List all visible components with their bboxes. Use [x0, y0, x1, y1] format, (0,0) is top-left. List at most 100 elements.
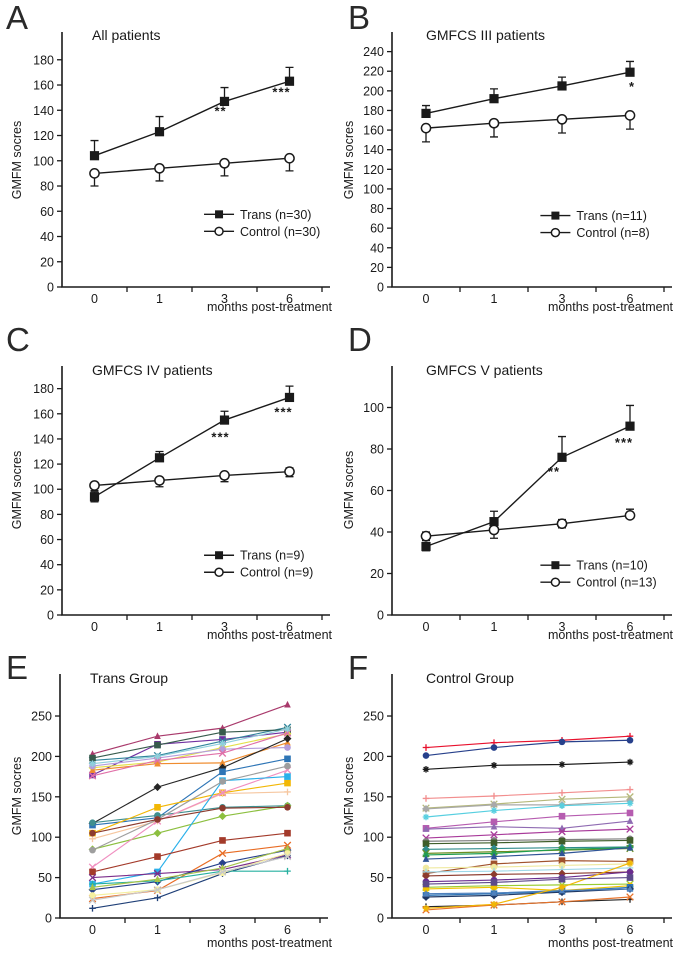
svg-text:3: 3: [221, 292, 228, 306]
svg-text:0: 0: [47, 281, 54, 295]
y-axis-label: GMFM socres: [10, 450, 24, 530]
svg-text:*: *: [629, 79, 635, 94]
svg-text:0: 0: [423, 620, 430, 634]
svg-text:180: 180: [33, 53, 54, 67]
svg-text:160: 160: [33, 407, 54, 421]
panel-title: GMFCS V patients: [426, 362, 543, 378]
panel-letter: C: [6, 321, 30, 358]
svg-text:***: ***: [615, 435, 633, 450]
svg-text:6: 6: [286, 292, 293, 306]
panel-c: 0 20 40 60 80 100 120 140 160 180 0 1 3 6 *** *** Trans …: [0, 321, 342, 650]
svg-text:**: **: [214, 103, 226, 118]
svg-text:140: 140: [33, 104, 54, 118]
svg-text:220: 220: [363, 65, 384, 79]
svg-text:1: 1: [154, 923, 161, 937]
svg-text:60: 60: [370, 484, 384, 498]
svg-text:20: 20: [40, 583, 54, 597]
svg-text:0: 0: [377, 609, 384, 623]
svg-text:50: 50: [370, 871, 384, 885]
panel-letter: F: [348, 649, 369, 686]
panel-title: GMFCS III patients: [426, 27, 546, 43]
svg-text:60: 60: [40, 205, 54, 219]
svg-text:200: 200: [363, 84, 384, 98]
svg-text:50: 50: [38, 871, 52, 885]
svg-text:200: 200: [31, 750, 52, 764]
svg-text:0: 0: [47, 609, 54, 623]
svg-text:***: ***: [274, 404, 292, 419]
x-axis-label: months post-treatment: [547, 628, 673, 642]
svg-text:6: 6: [627, 292, 634, 306]
svg-text:80: 80: [370, 443, 384, 457]
svg-text:180: 180: [33, 382, 54, 396]
svg-text:0: 0: [91, 620, 98, 634]
svg-text:**: **: [548, 464, 560, 479]
svg-text:0: 0: [45, 912, 52, 926]
svg-text:100: 100: [363, 831, 384, 845]
svg-text:40: 40: [370, 241, 384, 255]
svg-text:0: 0: [377, 912, 384, 926]
svg-text:120: 120: [33, 458, 54, 472]
svg-text:20: 20: [370, 567, 384, 581]
y-axis-label: GMFM socres: [10, 756, 24, 836]
svg-text:1: 1: [156, 620, 163, 634]
svg-text:6: 6: [284, 923, 291, 937]
svg-text:6: 6: [286, 620, 293, 634]
panel-title: Trans Group: [90, 670, 169, 686]
panel-e: 0 50 100 150 200 250 0 1 3 6 E Trans Group GMFM s…: [0, 649, 342, 964]
svg-text:***: ***: [272, 84, 290, 99]
panel-letter: E: [6, 649, 29, 686]
svg-text:6: 6: [627, 620, 634, 634]
y-axis-label: GMFM socres: [342, 450, 356, 530]
svg-text:40: 40: [40, 230, 54, 244]
svg-text:200: 200: [363, 750, 384, 764]
svg-text:1: 1: [491, 620, 498, 634]
svg-text:150: 150: [363, 790, 384, 804]
svg-text:Trans (n=10): Trans (n=10): [576, 559, 647, 573]
panel-a: 0 20 40 60 80 100 120 140 160 180 0 1 3 6 ** *** Trans (…: [0, 0, 342, 322]
svg-text:1: 1: [491, 292, 498, 306]
x-axis-label: months post-treatment: [206, 936, 332, 950]
svg-text:60: 60: [370, 222, 384, 236]
svg-text:1: 1: [156, 292, 163, 306]
svg-text:0: 0: [91, 292, 98, 306]
svg-text:Control (n=30): Control (n=30): [240, 225, 320, 239]
svg-text:Trans (n=11): Trans (n=11): [576, 209, 647, 223]
svg-text:Trans (n=30): Trans (n=30): [240, 208, 311, 222]
svg-text:100: 100: [363, 401, 384, 415]
svg-text:Trans (n=9): Trans (n=9): [240, 549, 304, 563]
svg-text:250: 250: [363, 710, 384, 724]
y-axis-label: GMFM socres: [342, 756, 356, 836]
panel-letter: A: [6, 0, 29, 36]
svg-text:160: 160: [363, 124, 384, 138]
svg-text:3: 3: [559, 620, 566, 634]
svg-text:60: 60: [40, 533, 54, 547]
chart-canvas: 0 20 40 60 80 100 120 140 160 180 0 1 3 6 *** *** Trans …: [33, 366, 330, 634]
svg-text:1: 1: [491, 923, 498, 937]
y-axis-label: GMFM socres: [10, 120, 24, 200]
svg-text:180: 180: [363, 104, 384, 118]
svg-text:Control (n=9): Control (n=9): [240, 566, 313, 580]
chart-canvas: 0 50 100 150 200 250 0 1 3 6: [31, 674, 328, 937]
svg-text:100: 100: [31, 831, 52, 845]
x-axis-label: months post-treatment: [206, 300, 332, 314]
x-axis-label: months post-treatment: [206, 628, 332, 642]
panel-b: 0 20 40 60 80 100 120 140 160 180 200 220 240 0 1 3 6 * Tr…: [342, 0, 685, 322]
svg-text:250: 250: [31, 710, 52, 724]
svg-text:140: 140: [33, 432, 54, 446]
panel-title: Control Group: [426, 670, 514, 686]
svg-text:20: 20: [370, 261, 384, 275]
svg-text:0: 0: [423, 923, 430, 937]
svg-text:100: 100: [363, 182, 384, 196]
svg-text:Control (n=13): Control (n=13): [576, 576, 656, 590]
svg-text:0: 0: [89, 923, 96, 937]
panel-letter: B: [348, 0, 371, 36]
svg-text:3: 3: [559, 923, 566, 937]
svg-text:150: 150: [31, 790, 52, 804]
svg-text:3: 3: [559, 292, 566, 306]
svg-text:***: ***: [211, 429, 229, 444]
svg-text:40: 40: [40, 558, 54, 572]
svg-text:80: 80: [40, 180, 54, 194]
panel-letter: D: [348, 321, 372, 358]
